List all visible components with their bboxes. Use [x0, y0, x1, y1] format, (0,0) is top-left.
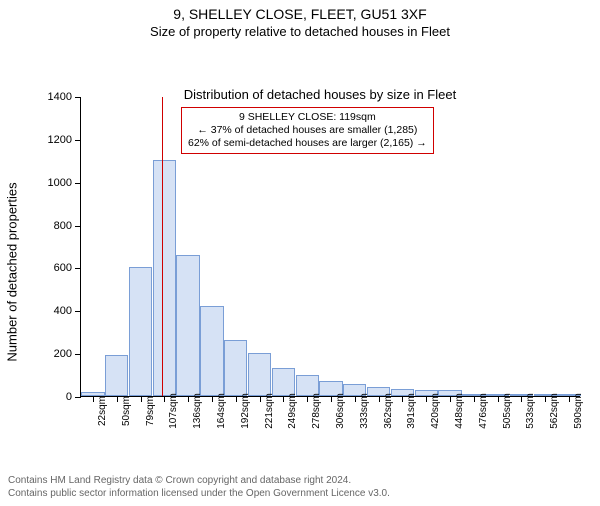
x-tick	[260, 396, 261, 402]
histogram-bar	[200, 306, 223, 396]
footer-line: Contains public sector information licen…	[8, 488, 390, 501]
y-axis-label: Number of detached properties	[5, 182, 20, 361]
x-tick	[307, 396, 308, 402]
x-tick-label: 476sqm	[478, 393, 489, 429]
x-tick	[474, 396, 475, 402]
x-tick-label: 79sqm	[145, 396, 156, 426]
x-tick-label: 192sqm	[240, 393, 251, 429]
y-tick-label: 1200	[32, 134, 72, 146]
y-tick-label: 200	[32, 348, 72, 360]
x-tick-label: 136sqm	[192, 393, 203, 429]
x-tick-label: 562sqm	[549, 393, 560, 429]
x-tick	[117, 396, 118, 402]
property-marker-line	[162, 97, 163, 396]
y-tick-label: 1400	[32, 91, 72, 103]
x-tick-label: 22sqm	[97, 396, 108, 426]
x-tick-label: 533sqm	[525, 393, 536, 429]
y-tick	[75, 183, 81, 184]
y-tick	[75, 140, 81, 141]
y-tick	[75, 97, 81, 98]
footer-attribution: Contains HM Land Registry data © Crown c…	[8, 475, 390, 500]
chart-area: Number of detached properties 9 SHELLEY …	[40, 87, 600, 457]
x-tick-label: 107sqm	[168, 393, 179, 429]
y-tick-label: 600	[32, 262, 72, 274]
x-tick	[545, 396, 546, 402]
y-tick-label: 800	[32, 220, 72, 232]
x-tick-label: 306sqm	[335, 393, 346, 429]
x-tick-label: 505sqm	[502, 393, 513, 429]
y-tick	[75, 354, 81, 355]
x-tick	[331, 396, 332, 402]
x-tick	[379, 396, 380, 402]
x-tick-label: 391sqm	[406, 393, 417, 429]
histogram-bar	[129, 267, 152, 396]
histogram-bar	[153, 160, 176, 396]
x-tick-label: 362sqm	[383, 393, 394, 429]
x-tick	[450, 396, 451, 402]
x-tick-label: 448sqm	[454, 393, 465, 429]
annotation-line: 62% of semi-detached houses are larger (…	[188, 137, 427, 150]
x-tick-label: 164sqm	[216, 393, 227, 429]
y-tick	[75, 226, 81, 227]
footer-line: Contains HM Land Registry data © Crown c…	[8, 475, 390, 488]
annotation-line: ← 37% of detached houses are smaller (1,…	[188, 124, 427, 137]
chart-subtitle: Size of property relative to detached ho…	[0, 24, 600, 39]
x-tick	[355, 396, 356, 402]
y-tick	[75, 311, 81, 312]
plot-region: 9 SHELLEY CLOSE: 119sqm ← 37% of detache…	[80, 97, 580, 397]
y-tick	[75, 397, 81, 398]
x-tick-label: 333sqm	[359, 393, 370, 429]
y-tick	[75, 268, 81, 269]
annotation-line: 9 SHELLEY CLOSE: 119sqm	[188, 111, 427, 124]
x-tick	[236, 396, 237, 402]
x-tick-label: 50sqm	[121, 396, 132, 426]
chart-title: 9, SHELLEY CLOSE, FLEET, GU51 3XF	[0, 6, 600, 22]
x-tick-label: 249sqm	[287, 393, 298, 429]
x-tick-label: 590sqm	[573, 393, 584, 429]
histogram-bar	[272, 368, 295, 396]
x-tick	[402, 396, 403, 402]
x-tick	[141, 396, 142, 402]
annotation-box: 9 SHELLEY CLOSE: 119sqm ← 37% of detache…	[181, 107, 434, 154]
histogram-bar	[176, 255, 199, 396]
x-tick-label: 221sqm	[264, 393, 275, 429]
x-tick	[212, 396, 213, 402]
x-tick	[426, 396, 427, 402]
x-tick	[93, 396, 94, 402]
histogram-bar	[105, 355, 128, 396]
x-tick-label: 278sqm	[311, 393, 322, 429]
x-tick	[188, 396, 189, 402]
x-tick	[498, 396, 499, 402]
histogram-bar	[224, 340, 247, 396]
histogram-bar	[248, 353, 271, 396]
x-tick-label: 420sqm	[430, 393, 441, 429]
x-tick	[569, 396, 570, 402]
y-tick-label: 400	[32, 305, 72, 317]
x-tick	[283, 396, 284, 402]
y-tick-label: 1000	[32, 177, 72, 189]
y-tick-label: 0	[32, 391, 72, 403]
x-tick	[164, 396, 165, 402]
x-tick	[521, 396, 522, 402]
